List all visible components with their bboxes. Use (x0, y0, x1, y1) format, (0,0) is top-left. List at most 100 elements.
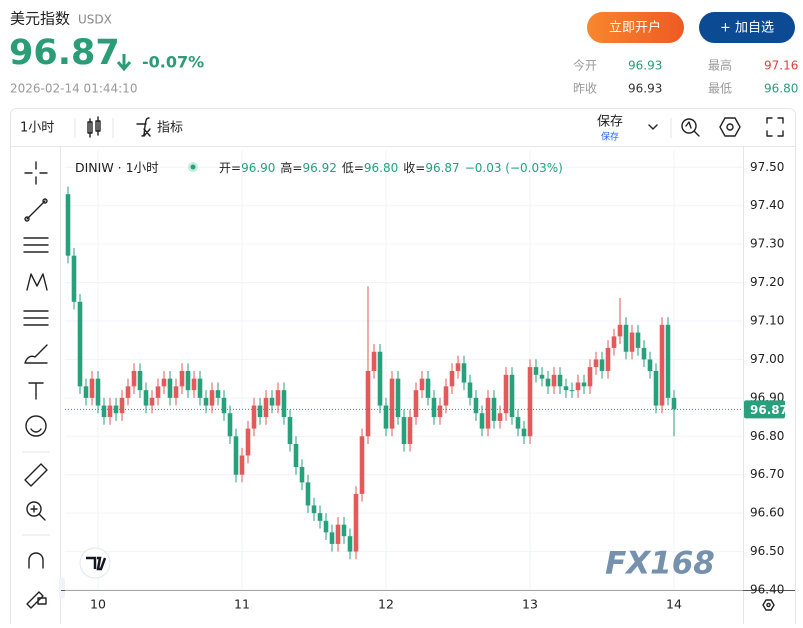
candle-body (473, 397, 479, 414)
candle-body (221, 397, 227, 414)
candle-body (245, 428, 251, 456)
candle-body (65, 194, 71, 256)
stat-label: 昨收 (573, 82, 597, 96)
candle-body (365, 370, 371, 437)
x-tick-label: 10 (90, 597, 106, 612)
candle-body (641, 347, 647, 360)
candle-body (101, 405, 107, 418)
quick-search-icon[interactable] (681, 118, 700, 137)
crosshair-tool[interactable] (24, 161, 48, 185)
legend-label: 收= (403, 161, 425, 175)
quote-name: 美元指数 (10, 10, 70, 28)
legend-value: 96.80 (364, 161, 398, 175)
y-tick-label: 96.50 (750, 544, 784, 558)
watchlist-label: + 加自选 (720, 21, 774, 36)
candle-body (371, 351, 377, 371)
last-price-label: 96.87 (750, 403, 788, 417)
ruler-tool[interactable] (24, 463, 48, 487)
y-tick-label: 97.40 (750, 198, 784, 212)
save-status: 保存 (601, 131, 619, 143)
candle-body (275, 390, 281, 406)
settings-icon[interactable] (719, 117, 741, 137)
legend-symbol: DINIW · 1小时 (75, 160, 159, 175)
fib-tool[interactable] (23, 310, 49, 326)
axis-settings-icon[interactable] (762, 599, 775, 611)
quote-change: -0.07% (142, 53, 204, 72)
candle-body (593, 359, 599, 368)
candle-body (611, 336, 617, 348)
tv-logo (79, 547, 111, 579)
legend-value: 96.92 (302, 161, 336, 175)
candle-body (665, 324, 671, 398)
candle-body (623, 324, 629, 352)
candle-body (269, 397, 275, 406)
save-button[interactable]: 保存 (597, 115, 623, 130)
stat-label: 最低 (708, 82, 732, 96)
legend-value: 96.87 (425, 161, 459, 175)
x-tick-label: 12 (378, 597, 394, 612)
candle-body (143, 390, 149, 406)
candle-body (647, 359, 653, 371)
stat-label: 最高 (708, 58, 732, 73)
magnet-tool[interactable] (28, 552, 44, 569)
candle-body (449, 370, 455, 387)
candle-body (233, 436, 239, 475)
candle-body (497, 413, 503, 421)
candle-body (467, 382, 473, 398)
legend-value: −0.03 (−0.03%) (465, 161, 563, 175)
candle-body (479, 413, 485, 429)
save-menu-icon[interactable] (648, 124, 658, 130)
candle-body (545, 378, 551, 387)
candle-body (203, 397, 209, 406)
text-tool[interactable] (28, 382, 44, 400)
y-tick-label: 96.40 (750, 583, 784, 597)
candle-body (653, 370, 659, 406)
legend-label: 开= (219, 161, 241, 175)
chart-style-icon[interactable] (87, 116, 101, 138)
candle-body (671, 397, 677, 410)
emoji-tool[interactable] (25, 415, 47, 437)
candle-body (617, 324, 623, 337)
quote-code: USDX (78, 13, 112, 27)
brush-tool[interactable] (24, 344, 48, 364)
lock-tool[interactable] (26, 591, 47, 609)
candle-body (347, 536, 353, 552)
candle-body (539, 374, 545, 379)
candle-body (461, 363, 467, 383)
candle-body (167, 378, 173, 398)
watchlist-button[interactable] (699, 12, 795, 43)
zoom-tool[interactable] (26, 501, 46, 521)
fullscreen-icon[interactable] (766, 117, 784, 137)
candle-body (173, 386, 179, 398)
candle-body (353, 493, 359, 552)
trendline-tool[interactable] (24, 198, 48, 222)
candle-body (185, 370, 191, 391)
candle-body (149, 397, 155, 406)
candle-body (77, 301, 83, 387)
candle-body (71, 255, 77, 302)
pattern-tool[interactable] (26, 273, 48, 291)
candle-body (137, 370, 143, 391)
candle-body (287, 417, 293, 444)
candle-body (299, 467, 305, 483)
candle-body (401, 417, 407, 444)
candle-body (521, 428, 527, 437)
candle-body (293, 443, 299, 468)
candle-body (227, 413, 233, 437)
open-account-button[interactable] (587, 12, 684, 43)
candle-body (377, 351, 383, 406)
candle-body (443, 386, 449, 406)
chart-legend: DINIW · 1小时 (75, 160, 159, 175)
indicators-button[interactable]: 指标 (157, 121, 183, 136)
x-tick-label: 11 (234, 597, 250, 612)
candle-body (305, 482, 311, 506)
candle-body (107, 405, 113, 418)
parallel-tool[interactable] (23, 237, 49, 253)
collapse-handle[interactable] (59, 578, 65, 598)
interval-button[interactable]: 1小时 (20, 121, 54, 136)
candle-body (263, 397, 269, 418)
indicator-icon[interactable] (136, 117, 151, 137)
candle-body (335, 524, 341, 544)
